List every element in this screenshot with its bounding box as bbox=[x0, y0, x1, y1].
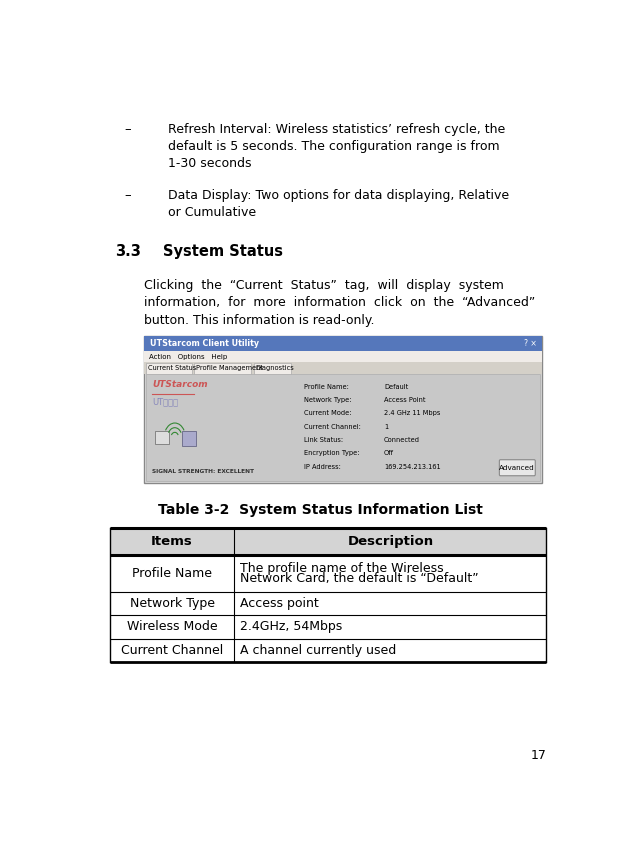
Text: A channel currently used: A channel currently used bbox=[240, 644, 396, 657]
Bar bbox=[110, 529, 546, 555]
Text: UTStarcom: UTStarcom bbox=[153, 380, 208, 388]
Text: Access Point: Access Point bbox=[384, 397, 426, 403]
Text: IP Address:: IP Address: bbox=[304, 464, 341, 470]
Text: 1: 1 bbox=[384, 424, 388, 430]
Text: Action   Options   Help: Action Options Help bbox=[148, 354, 227, 360]
Bar bbox=[144, 336, 541, 351]
Bar bbox=[146, 363, 192, 374]
Text: default is 5 seconds. The configuration range is from: default is 5 seconds. The configuration … bbox=[168, 140, 500, 153]
Text: or Cumulative: or Cumulative bbox=[168, 206, 256, 219]
Text: Network Type:: Network Type: bbox=[304, 397, 351, 403]
Text: Current Status: Current Status bbox=[148, 365, 196, 371]
Text: Connected: Connected bbox=[384, 437, 420, 443]
Text: 2.4 GHz 11 Mbps: 2.4 GHz 11 Mbps bbox=[384, 410, 440, 416]
Text: Table 3-2  System Status Information List: Table 3-2 System Status Information List bbox=[158, 503, 483, 517]
Text: Description: Description bbox=[347, 535, 433, 548]
Bar bbox=[155, 431, 170, 445]
Text: 169.254.213.161: 169.254.213.161 bbox=[384, 464, 441, 470]
Text: –: – bbox=[125, 189, 131, 202]
Text: information,  for  more  information  click  on  the  “Advanced”: information, for more information click … bbox=[144, 297, 535, 310]
Text: Current Mode:: Current Mode: bbox=[304, 410, 351, 416]
Text: UT新达康: UT新达康 bbox=[153, 398, 178, 407]
Bar bbox=[254, 363, 290, 374]
Text: ? ×: ? × bbox=[524, 339, 536, 348]
Text: System Status: System Status bbox=[163, 244, 283, 259]
Text: Encryption Type:: Encryption Type: bbox=[304, 450, 359, 456]
Text: SIGNAL STRENGTH: EXCELLENT: SIGNAL STRENGTH: EXCELLENT bbox=[153, 469, 255, 474]
Text: Profile Name:: Profile Name: bbox=[304, 383, 349, 389]
Text: Access point: Access point bbox=[240, 597, 319, 610]
Text: The profile name of the Wireless: The profile name of the Wireless bbox=[240, 562, 444, 575]
Bar bbox=[144, 336, 541, 483]
Text: button. This information is read-only.: button. This information is read-only. bbox=[144, 314, 374, 327]
Text: Profile Name: Profile Name bbox=[132, 567, 212, 580]
Text: Diagnostics: Diagnostics bbox=[255, 365, 294, 371]
Text: Wireless Mode: Wireless Mode bbox=[126, 621, 217, 634]
Text: 2.4GHz, 54Mbps: 2.4GHz, 54Mbps bbox=[240, 621, 342, 634]
Text: Network Card, the default is “Default”: Network Card, the default is “Default” bbox=[240, 572, 479, 585]
Bar bbox=[146, 375, 540, 481]
Text: Advanced: Advanced bbox=[500, 465, 535, 471]
Bar bbox=[182, 431, 196, 446]
Text: Network Type: Network Type bbox=[130, 597, 215, 610]
Text: Clicking  the  “Current  Status”  tag,  will  display  system: Clicking the “Current Status” tag, will … bbox=[144, 279, 504, 292]
Text: Data Display: Two options for data displaying, Relative: Data Display: Two options for data displ… bbox=[168, 189, 509, 202]
Text: UTStarcom Client Utility: UTStarcom Client Utility bbox=[150, 339, 259, 348]
Text: Current Channel:: Current Channel: bbox=[304, 424, 361, 430]
Bar bbox=[144, 362, 541, 375]
Bar bbox=[144, 351, 541, 362]
Text: Default: Default bbox=[384, 383, 408, 389]
Text: –: – bbox=[125, 123, 131, 136]
Text: Link Status:: Link Status: bbox=[304, 437, 343, 443]
Text: Off: Off bbox=[384, 450, 394, 456]
Text: 3.3: 3.3 bbox=[115, 244, 140, 259]
Bar bbox=[194, 363, 252, 374]
Text: 17: 17 bbox=[531, 749, 546, 762]
Text: 1-30 seconds: 1-30 seconds bbox=[168, 158, 252, 171]
Text: Items: Items bbox=[151, 535, 193, 548]
FancyBboxPatch shape bbox=[500, 460, 535, 476]
Text: Current Channel: Current Channel bbox=[121, 644, 223, 657]
Text: Profile Management: Profile Management bbox=[196, 365, 263, 371]
Text: Refresh Interval: Wireless statistics’ refresh cycle, the: Refresh Interval: Wireless statistics’ r… bbox=[168, 123, 505, 136]
